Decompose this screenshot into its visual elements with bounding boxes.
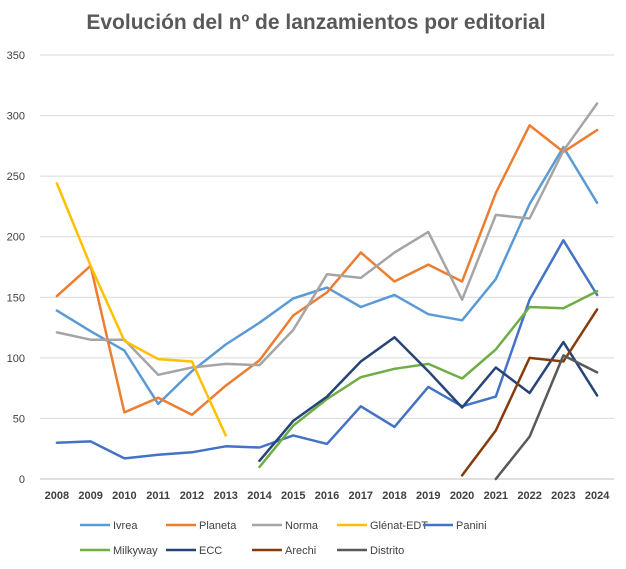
x-tick-label: 2012 — [180, 490, 204, 502]
x-tick-label: 2024 — [585, 490, 610, 502]
x-tick-label: 2018 — [382, 490, 406, 502]
x-axis-ticks: 2008 2009 2010 2011 2012 2013 2014 2015 2016 2017… — [45, 490, 611, 502]
x-tick-label: 2021 — [484, 490, 508, 502]
y-tick-label: 0 — [19, 474, 25, 486]
x-tick-label: 2010 — [112, 490, 136, 502]
y-tick-label: 350 — [7, 50, 25, 62]
legend-label-arechi: Arechi — [285, 545, 316, 557]
series-line-arechi — [460, 308, 599, 477]
legend: Ivrea Planeta Norma Glénat-EDT Panini Milkywa… — [80, 520, 487, 557]
series-line-distrito — [494, 354, 599, 481]
legend-label-gl-nat-edt: Glénat-EDT — [370, 520, 428, 532]
x-tick-label: 2009 — [78, 490, 102, 502]
x-tick-label: 2017 — [349, 490, 373, 502]
x-tick-label: 2019 — [416, 490, 440, 502]
legend-label-ivrea: Ivrea — [113, 520, 138, 532]
series-line-ivrea — [55, 145, 599, 406]
series-line-ecc — [258, 336, 599, 463]
legend-label-ecc: ECC — [199, 545, 222, 557]
series-line-norma — [55, 102, 599, 377]
series-line-gl-nat-edt — [55, 182, 227, 437]
y-tick-label: 150 — [7, 292, 25, 304]
y-tick-label: 300 — [7, 111, 25, 123]
y-tick-label: 50 — [13, 413, 25, 425]
x-tick-label: 2014 — [247, 490, 272, 502]
chart-title: Evolución del nº de lanzamientos por edi… — [86, 11, 545, 34]
x-tick-label: 2016 — [315, 490, 339, 502]
legend-label-distrito: Distrito — [370, 545, 404, 557]
x-tick-label: 2020 — [450, 490, 474, 502]
x-tick-label: 2013 — [213, 490, 237, 502]
y-tick-label: 100 — [7, 353, 25, 365]
y-axis-ticks: 0 50 100 150 200 250 300 350 — [7, 50, 25, 486]
x-tick-label: 2015 — [281, 490, 305, 502]
legend-label-panini: Panini — [456, 520, 487, 532]
series-line-milkyway — [258, 289, 599, 469]
legend-label-planeta: Planeta — [199, 520, 237, 532]
series-line-planeta — [55, 124, 599, 417]
gridlines — [40, 54, 614, 480]
x-tick-label: 2022 — [517, 490, 541, 502]
x-tick-label: 2011 — [146, 490, 170, 502]
legend-label-milkyway: Milkyway — [113, 545, 158, 557]
y-tick-label: 200 — [7, 232, 25, 244]
legend-label-norma: Norma — [285, 520, 319, 532]
series-line-panini — [55, 239, 599, 460]
y-tick-label: 250 — [7, 171, 25, 183]
series-lines — [55, 102, 599, 481]
x-tick-label: 2008 — [45, 490, 69, 502]
x-tick-label: 2023 — [551, 490, 575, 502]
